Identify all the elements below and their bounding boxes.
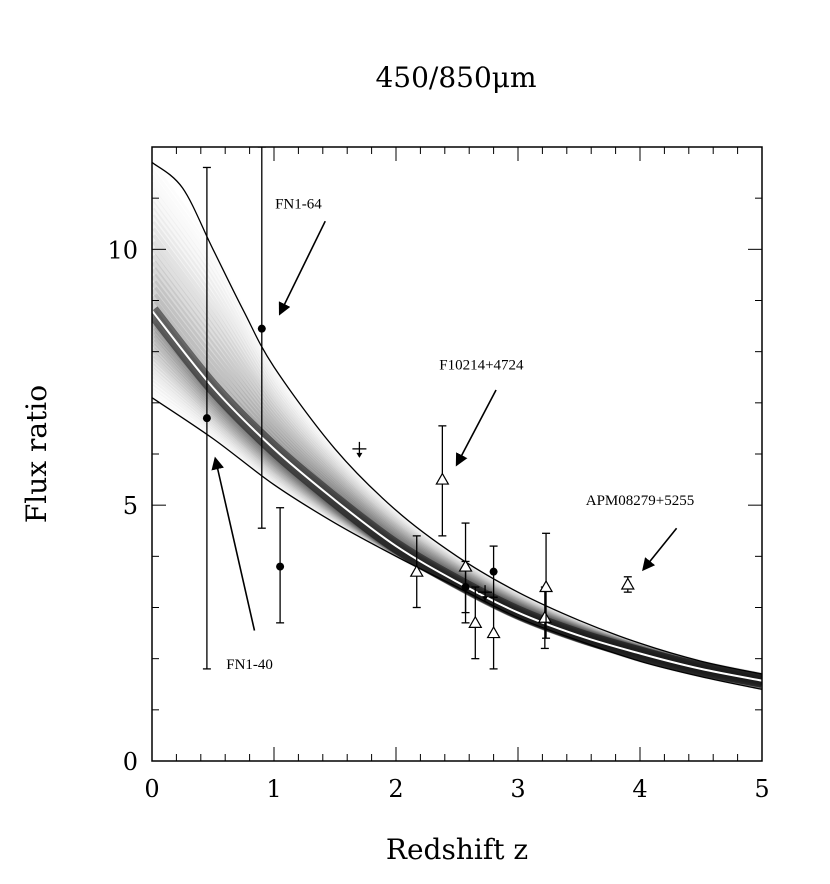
x-tick-label: 4: [632, 775, 647, 803]
annotation-label: FN1-40: [226, 657, 273, 673]
data-point-triangle: [435, 472, 450, 485]
y-tick-label: 0: [123, 748, 138, 776]
x-tick-label: 5: [754, 775, 769, 803]
annotation-arrow: [211, 456, 256, 631]
x-tick-label: 3: [510, 775, 525, 803]
annotation-arrow: [455, 389, 497, 467]
envelope-upper-line: [152, 161, 762, 675]
upper-limit-arrow: [482, 596, 489, 602]
y-tick-label: 10: [107, 236, 138, 264]
annotation-label: F10214+4724: [439, 358, 524, 374]
x-tick-label: 0: [144, 775, 159, 803]
annotation-arrow: [642, 527, 678, 572]
data-point-triangle: [486, 625, 501, 639]
annotation-label: FN1-64: [275, 196, 322, 212]
data-point-circle: [276, 562, 285, 571]
x-tick-label: 2: [388, 775, 403, 803]
data-point-triangle: [468, 615, 483, 628]
best-fit-line: [152, 310, 762, 682]
x-axis-label: Redshift z: [386, 833, 528, 866]
data-point-triangle: [409, 564, 424, 577]
envelope-lower-line: [152, 397, 762, 691]
data-point-triangle: [620, 577, 635, 590]
y-axis-label: Flux ratio: [20, 385, 53, 523]
data-point-circle: [489, 567, 498, 576]
axis-ticks: 0 1 2 3 4 5 0 5 10: [107, 146, 770, 803]
chart-title: 450/850μm: [375, 61, 536, 94]
data-point-triangle: [539, 579, 554, 593]
data-point-triangle: [458, 559, 473, 572]
upper-limit-arrow: [356, 452, 363, 458]
plot-area: [152, 147, 762, 691]
annotation-label: APM08279+5255: [586, 493, 694, 509]
annotation-arrow: [278, 220, 326, 316]
data-point-triangle: [537, 610, 552, 623]
data-point-circle: [202, 414, 211, 423]
x-tick-label: 1: [266, 775, 281, 803]
y-tick-label: 5: [123, 492, 138, 520]
annotations: FN1-64 F10214+4724 APM08279+5255 FN1-40: [211, 196, 694, 673]
data-point-circle: [257, 324, 266, 333]
